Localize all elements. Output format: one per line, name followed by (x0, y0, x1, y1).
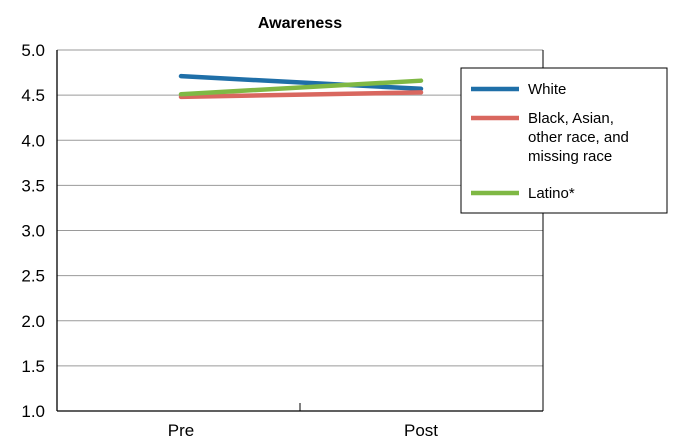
legend-label: Latino* (528, 185, 575, 202)
y-tick-label: 3.5 (21, 176, 45, 195)
series-line-0 (178, 73, 424, 92)
legend-label: missing race (528, 148, 612, 165)
y-axis-ticks: 1.0 1.5 2.0 2.5 3.0 3.5 4.0 4.5 5.0 (21, 41, 45, 421)
x-tick-label: Post (404, 421, 438, 440)
chart-title: Awareness (258, 15, 342, 32)
legend-box (460, 67, 668, 214)
y-tick-label: 5.0 (21, 41, 45, 60)
y-tick-label: 2.5 (21, 267, 45, 286)
series-lines (178, 73, 424, 100)
x-tick-label: Pre (168, 421, 194, 440)
y-tick-label: 3.0 (21, 222, 45, 241)
y-tick-label: 2.0 (21, 312, 45, 331)
y-tick-label: 1.0 (21, 402, 45, 421)
legend-label: Black, Asian, (528, 110, 614, 127)
y-tick-label: 4.0 (21, 131, 45, 150)
series-line-2 (178, 78, 424, 97)
y-tick-label: 1.5 (21, 357, 45, 376)
series-line-1 (178, 90, 424, 100)
legend-label: other race, and (528, 129, 629, 146)
y-tick-label: 4.5 (21, 86, 45, 105)
gridlines (57, 49, 543, 367)
legend-label: White (528, 81, 566, 98)
legend: White Black, Asian, other race, and missing… (460, 67, 668, 214)
x-axis-ticks: Pre Post (168, 421, 439, 440)
